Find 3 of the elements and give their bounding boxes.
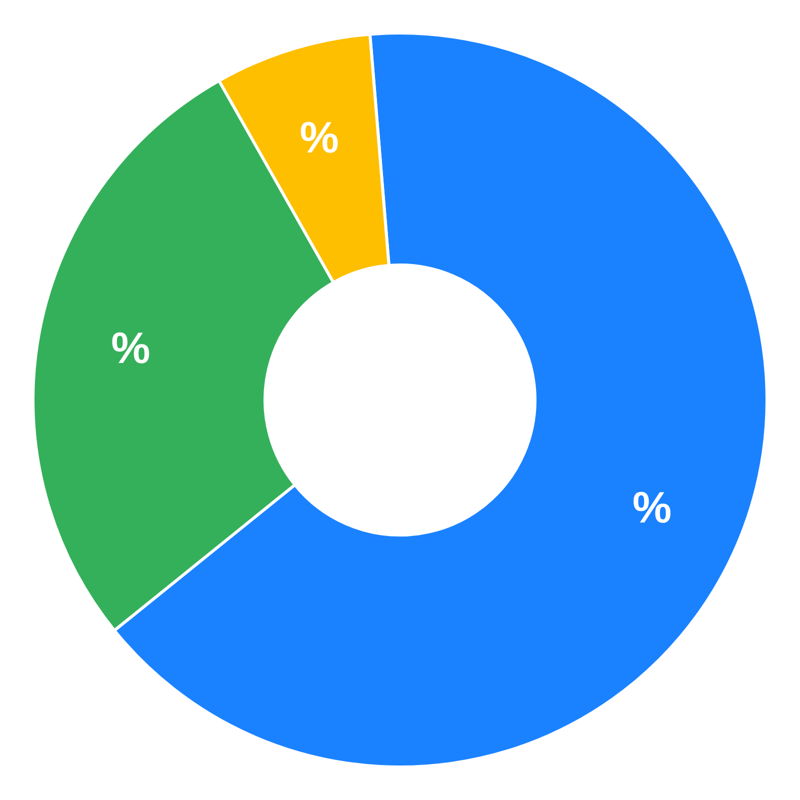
data-label: % [111, 324, 150, 374]
data-label: % [300, 113, 339, 162]
data-label: % [632, 484, 672, 533]
